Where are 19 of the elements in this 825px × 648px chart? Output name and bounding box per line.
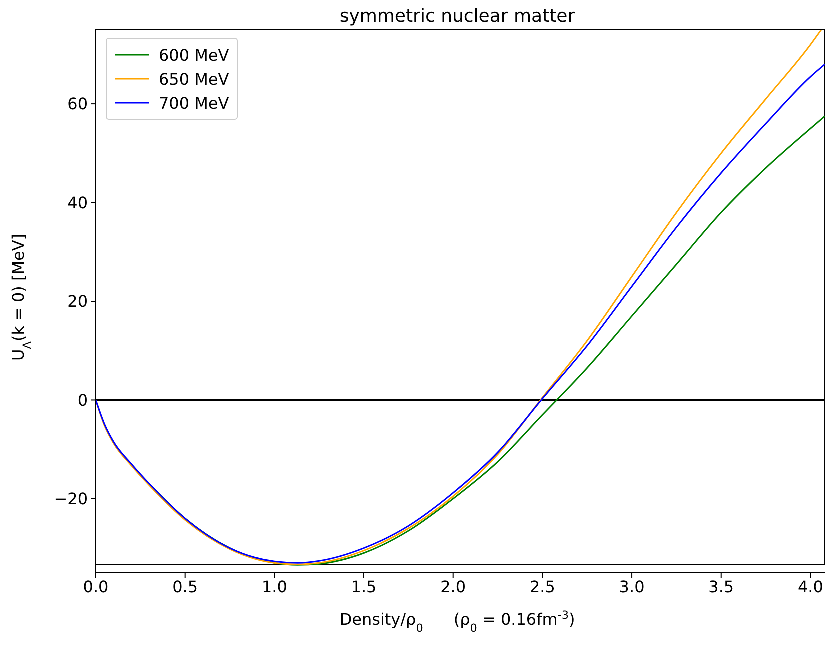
y-tick-label: 20 bbox=[68, 292, 88, 312]
x-tick-label: 3.5 bbox=[708, 577, 734, 596]
x-tick-label: 4.0 bbox=[798, 577, 824, 596]
y-tick-label: 0 bbox=[78, 390, 88, 410]
chart-title: symmetric nuclear matter bbox=[340, 6, 576, 27]
y-tick-label: −20 bbox=[54, 490, 88, 509]
y-tick-label: 40 bbox=[68, 193, 88, 212]
x-tick-label: 1.0 bbox=[262, 577, 288, 596]
x-tick-label: 3.0 bbox=[619, 577, 645, 596]
text: Density/ρ$_{0}$ (ρ$_{0}$ = 0.16fm$^{-3}$) bbox=[340, 608, 576, 634]
legend-label: 700 MeV bbox=[159, 94, 230, 112]
x-tick-label: 0.0 bbox=[83, 577, 109, 596]
x-tick-label: 2.5 bbox=[530, 577, 556, 596]
x-tick-label: 0.5 bbox=[172, 577, 198, 596]
x-tick-label: 1.5 bbox=[351, 577, 377, 596]
legend-label: 600 MeV bbox=[159, 46, 230, 64]
x-tick-label: 2.0 bbox=[440, 577, 466, 596]
y-tick-label: 60 bbox=[68, 94, 88, 114]
legend-label: 650 MeV bbox=[159, 70, 230, 88]
